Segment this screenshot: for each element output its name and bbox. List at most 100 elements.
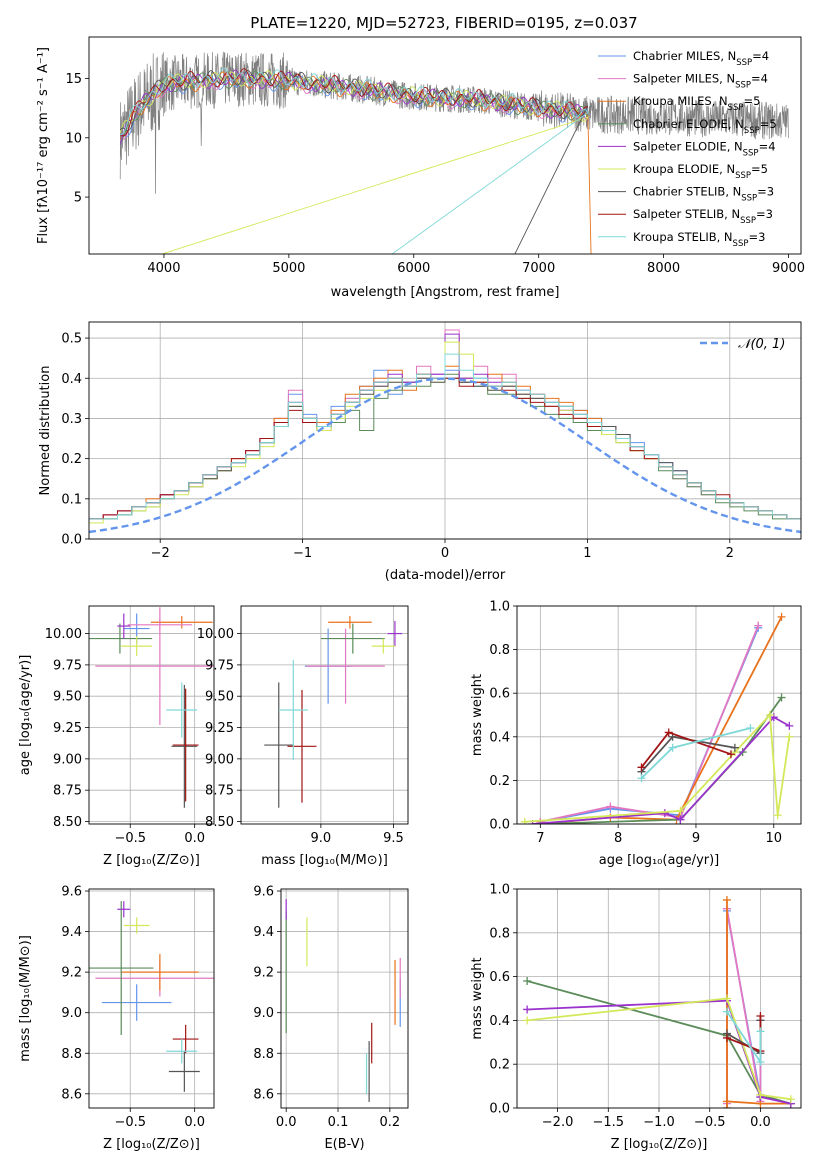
legend-label: Salpeter MILES, NSSP=4 (633, 72, 768, 91)
y-tick-label: 8.8 (253, 1047, 274, 1062)
age-vs-mass-panel: 9.0 9.5 8.50 8.75 9.00 9.25 9.50 9.75 10.00 mass … (197, 605, 409, 868)
axes-frame (88, 605, 215, 825)
x-tick-label: −1.5 (592, 1115, 624, 1130)
figure-title: PLATE=1220, MJD=52723, FIBERID=0195, z=0… (250, 14, 637, 32)
y-tick-label: 9.2 (61, 966, 82, 981)
y-tick-label: 9.6 (253, 885, 274, 900)
histogram-step (89, 369, 801, 524)
weight-line (527, 997, 792, 1101)
y-tick-label: 8.8 (61, 1047, 82, 1062)
y-tick-label: 9.75 (53, 658, 82, 673)
y-axis-label: Flux [fλ10⁻¹⁷ erg cm⁻² s⁻¹ A⁻¹] (36, 47, 51, 244)
weight-marker (606, 802, 615, 811)
y-tick-label: 9.25 (205, 721, 234, 736)
y-tick-label: 9.00 (53, 752, 82, 767)
age-vs-z-panel: −0.5 0.0 8.50 8.75 9.00 9.25 9.50 9.75 10.00 Z [l… (18, 605, 215, 868)
y-axis-label: age [log₁₀(age/yr)] (18, 655, 33, 776)
weight-line (726, 900, 791, 1108)
x-tick-label: −2 (151, 546, 170, 561)
y-tick-label: 9.4 (253, 925, 274, 940)
histogram-step (89, 377, 801, 524)
weight-vs-z-panel: −2.0 −1.5 −1.0 −0.5 0.0 0.0 0.2 0.4 0.6 0.8 1.0 Z [… (470, 883, 802, 1152)
legend-label: Salpeter STELIB, NSSP=3 (633, 207, 773, 226)
x-tick-label: 1 (583, 546, 591, 561)
y-tick-label: 15 (65, 72, 82, 87)
y-tick-label: 10 (65, 131, 82, 146)
y-tick-label: 9.0 (253, 1006, 274, 1021)
y-tick-label: 9.50 (205, 690, 234, 705)
x-tick-label: −0.5 (694, 1115, 726, 1130)
x-tick-label: 9000 (772, 261, 805, 276)
axes-frame (88, 36, 802, 255)
x-tick-label: −0.5 (114, 831, 146, 846)
weight-marker (754, 621, 763, 630)
y-tick-label: 0.2 (489, 1058, 510, 1073)
weight-marker (765, 711, 774, 719)
x-axis-label: wavelength [Angstrom, rest frame] (331, 285, 560, 300)
weight-marker (726, 750, 735, 759)
y-tick-label: 0.8 (489, 643, 510, 658)
y-tick-label: 9.6 (61, 885, 82, 900)
weight-line (540, 616, 783, 824)
x-tick-label: 9 (692, 831, 700, 846)
legend-subscript: SSP (741, 194, 757, 204)
spectrum-panel: 4000 5000 6000 7000 8000 9000 5 10 15 wavelength … (36, 36, 805, 300)
weight-marker (668, 743, 677, 752)
x-tick-label: 0.2 (380, 1115, 401, 1130)
y-tick-label: 9.2 (253, 966, 274, 981)
y-tick-label: 10.00 (197, 627, 234, 642)
weight-line (640, 731, 732, 768)
legend-subscript: SSP (740, 216, 756, 226)
y-tick-label: 8.50 (205, 815, 234, 830)
x-tick-label: 0.0 (750, 1115, 771, 1130)
x-tick-label: 9.0 (311, 831, 332, 846)
legend-count: =4 (752, 49, 769, 63)
weight-line (524, 712, 791, 823)
mass-vs-ebv-plot-area (285, 899, 401, 1102)
y-tick-label: 9.0 (61, 1006, 82, 1021)
legend-subscript: SSP (728, 103, 744, 113)
histogram-step (89, 353, 801, 524)
x-axis-label: Z [log₁₀(Z/Z⊙)] (103, 1137, 200, 1152)
legend-count: =3 (756, 207, 773, 221)
weight-marker (523, 1016, 532, 1025)
weight-marker (773, 811, 782, 820)
y-tick-label: 0.6 (489, 970, 510, 985)
x-axis-label: mass [log₁₀(M/M⊙)] (261, 853, 388, 868)
axes-frame (240, 605, 409, 825)
y-axis-label: mass [log₁₀(M/M⊙)] (18, 935, 33, 1062)
model-fit-line (119, 70, 589, 144)
weight-marker (676, 806, 685, 815)
y-tick-label: 0.4 (489, 1014, 510, 1029)
weight-marker (777, 612, 786, 621)
x-tick-label: 8000 (647, 261, 680, 276)
legend-label: Kroupa ELODIE, NSSP=5 (633, 162, 768, 181)
weight-line (540, 697, 783, 824)
legend: Chabrier MILES, NSSP=4 Salpeter MILES, NS… (598, 49, 777, 249)
histogram-step (89, 329, 801, 524)
legend-label: Chabrier STELIB, NSSP=3 (633, 185, 774, 204)
x-axis-label: age [log₁₀(age/yr)] (599, 853, 720, 868)
x-tick-label: 5000 (272, 261, 305, 276)
weight-vs-age-plot-area (520, 612, 794, 824)
y-tick-label: 8.6 (253, 1087, 274, 1102)
residuals-plot-area (89, 329, 801, 534)
legend-subscript: SSP (735, 171, 751, 181)
x-tick-label: 4000 (147, 261, 180, 276)
mass-vs-z-panel: −0.5 0.0 8.6 8.8 9.0 9.2 9.4 9.6 Z [log₁₀(Z/Z⊙)]… (18, 885, 215, 1152)
weight-marker (756, 1058, 765, 1067)
model-fit-line (120, 67, 589, 254)
weight-marker (523, 1005, 532, 1014)
legend-subscript: SSP (735, 81, 751, 91)
y-tick-label: 0.5 (61, 332, 82, 347)
legend-subscript: SSP (744, 126, 760, 136)
y-tick-label: 0.6 (489, 687, 510, 702)
legend-subscript: SSP (733, 239, 749, 249)
y-axis-label: Normed distribution (38, 366, 53, 496)
model-fit-line (119, 70, 589, 254)
weight-marker (722, 1097, 731, 1106)
weight-marker (722, 1007, 731, 1016)
x-tick-label: 0.1 (328, 1115, 349, 1130)
x-axis-label: (data-model)/error (385, 568, 506, 583)
